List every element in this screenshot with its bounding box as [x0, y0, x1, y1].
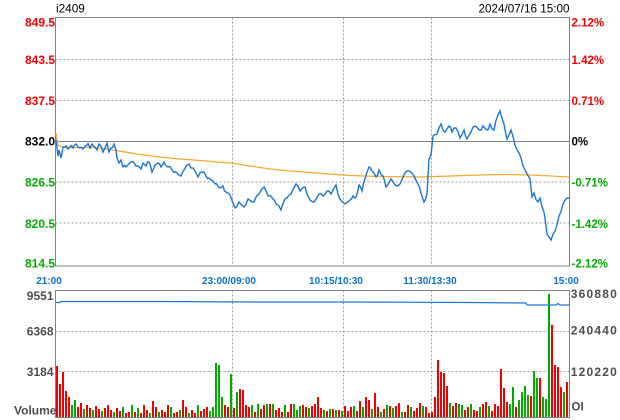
svg-text:11:30/13:30: 11:30/13:30: [403, 276, 457, 287]
svg-text:-2.12%: -2.12%: [572, 259, 608, 271]
svg-text:837.5: 837.5: [25, 94, 55, 108]
svg-text:15:00: 15:00: [553, 276, 579, 287]
svg-text:1.42%: 1.42%: [572, 55, 605, 67]
svg-text:-1.42%: -1.42%: [572, 219, 608, 231]
svg-text:240440: 240440: [571, 323, 618, 337]
svg-text:826.5: 826.5: [25, 176, 55, 190]
svg-text:-0.71%: -0.71%: [572, 178, 608, 190]
svg-text:0.71%: 0.71%: [572, 96, 605, 108]
svg-text:843.5: 843.5: [25, 53, 55, 67]
svg-text:6368: 6368: [27, 324, 54, 338]
svg-text:2024/07/16 15:00: 2024/07/16 15:00: [479, 3, 570, 16]
svg-text:814.5: 814.5: [25, 257, 55, 271]
svg-text:i2409: i2409: [56, 2, 85, 16]
svg-text:2.12%: 2.12%: [572, 18, 605, 30]
svg-text:10:15/10:30: 10:15/10:30: [309, 276, 363, 287]
svg-text:23:00/09:00: 23:00/09:00: [202, 276, 256, 287]
svg-text:849.5: 849.5: [25, 16, 55, 30]
svg-text:OI: OI: [572, 402, 584, 414]
svg-text:3184: 3184: [27, 365, 54, 379]
svg-text:21:00: 21:00: [36, 276, 62, 287]
svg-text:120220: 120220: [571, 365, 618, 379]
svg-text:360880: 360880: [571, 287, 618, 301]
svg-text:820.5: 820.5: [25, 217, 55, 231]
svg-text:832.0: 832.0: [25, 135, 55, 149]
svg-text:0%: 0%: [572, 137, 589, 149]
svg-text:Volume: Volume: [14, 404, 57, 418]
svg-text:9551: 9551: [27, 289, 54, 303]
